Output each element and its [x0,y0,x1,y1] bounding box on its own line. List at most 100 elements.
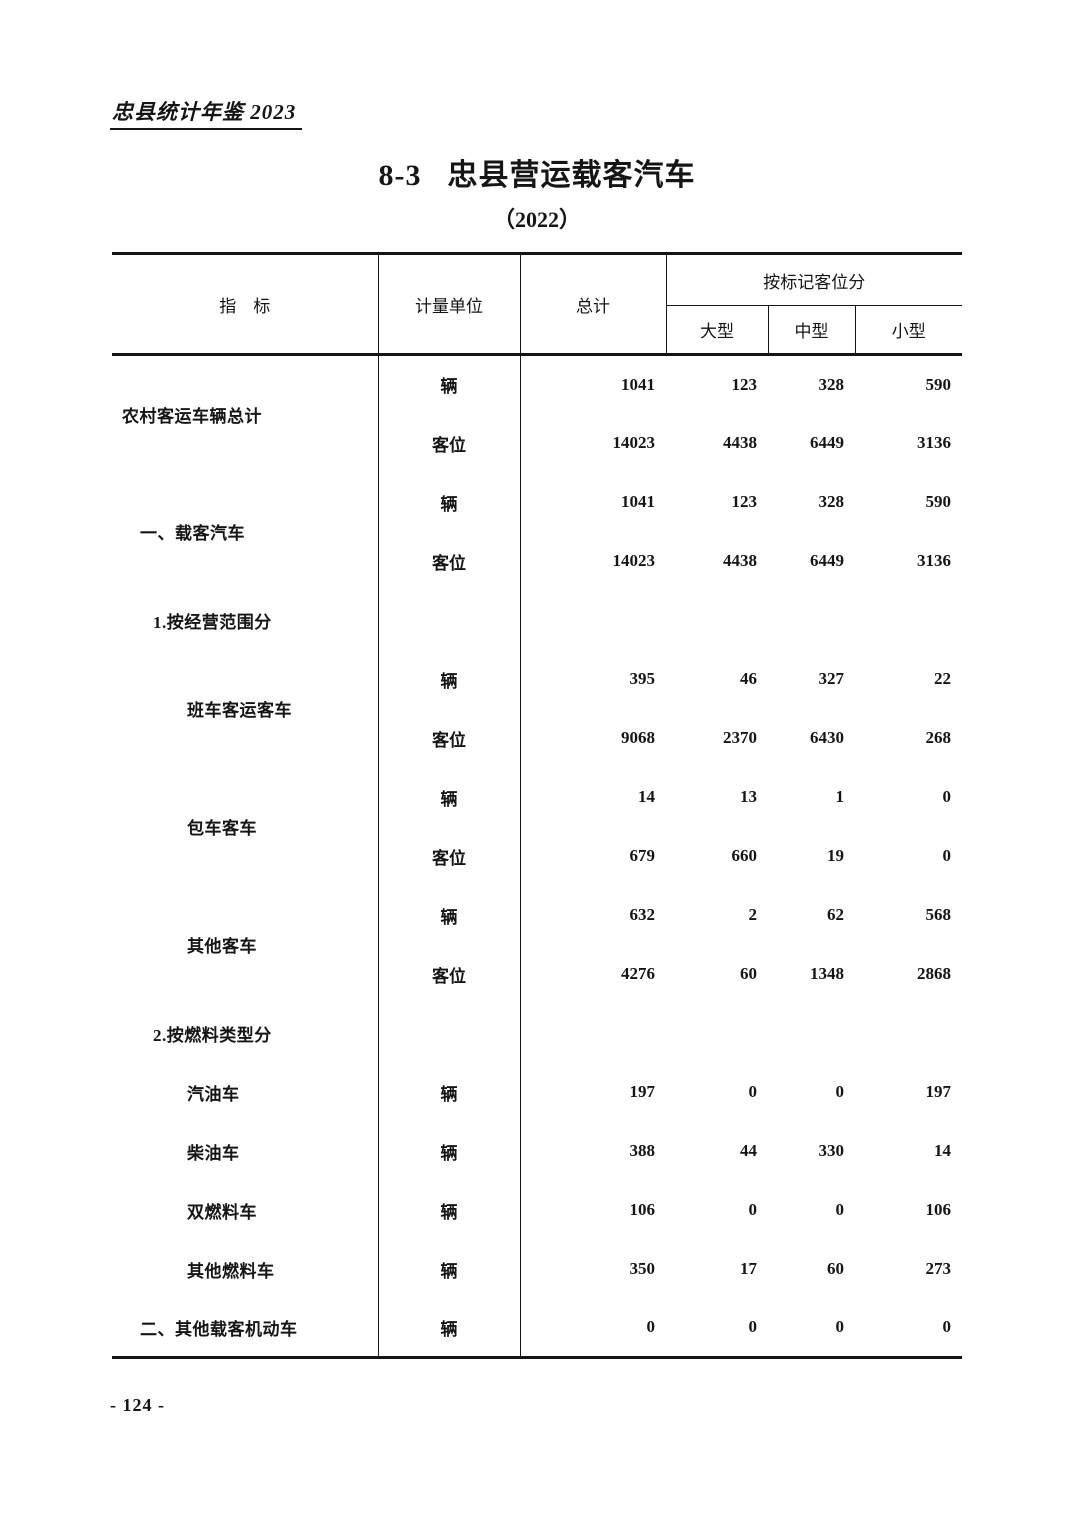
header-unit: 计量单位 [378,253,521,356]
large-cell: 46 [740,669,757,688]
table-row: 其他客车 辆 632 2 62 568 [112,885,962,1004]
medium-cell: 327 [818,669,845,688]
medium-cell: 6449 [810,551,844,570]
total-cell: 106 [629,1200,656,1219]
unit-cell: 辆 [378,1121,521,1181]
medium-cell: 19 [827,846,844,865]
table-row: 二、其他载客机动车 辆 0 0 0 0 [112,1298,962,1358]
large-cell: 4438 [723,433,757,452]
unit-cell: 客位 [378,944,521,1004]
small-cell: 3136 [917,551,952,570]
section-row: 1.按经营范围分 [112,590,962,650]
large-cell: 13 [740,787,757,806]
statistics-table: 指 标 计量单位 总计 按标记客位分 大型 中型 小型 农村客运车辆总计 辆 1… [112,252,963,1359]
medium-cell: 6449 [810,433,844,452]
total-cell: 4276 [621,964,655,983]
small-cell: 106 [925,1200,952,1219]
total-cell: 1041 [621,374,655,394]
table-row: 客位 14023 4438 6449 3136 [112,413,962,473]
table-row: 其他燃料车 辆 350 17 60 273 [112,1239,962,1299]
table-row: 包车客车 辆 14 13 1 0 [112,767,962,886]
medium-cell: 0 [835,1082,845,1101]
small-cell: 14 [934,1141,952,1160]
unit-cell: 辆 [378,1180,521,1240]
table-row: 客位 679 660 19 0 [112,826,962,886]
total-cell: 14023 [612,433,656,452]
medium-cell [768,1004,855,1063]
table-row: 客位 9068 2370 6430 268 [112,708,962,768]
unit-cell: 辆 [378,472,521,532]
unit-cell [378,590,521,650]
small-cell: 0 [942,846,952,865]
large-cell: 123 [731,492,758,511]
medium-cell: 0 [835,1200,845,1219]
table-row: 客位 14023 4438 6449 3136 [112,531,962,591]
unit-cell: 客位 [378,531,521,591]
table-subtitle: （2022） [492,207,581,232]
table-header: 指 标 计量单位 总计 按标记客位分 大型 中型 小型 [112,253,963,356]
indicator-cell: 其他客车 [112,885,379,1004]
unit-cell: 客位 [378,826,521,886]
large-cell: 2 [748,905,758,924]
large-cell: 0 [748,1082,758,1101]
indicator-cell: 其他燃料车 [112,1239,379,1299]
total-cell: 350 [629,1259,656,1278]
yearbook-header: 忠县统计年鉴 2023 [110,96,303,130]
indicator-cell: 1.按经营范围分 [112,590,379,650]
small-cell: 268 [925,728,952,747]
table-row: 班车客运客车 辆 395 46 327 22 [112,649,962,768]
large-cell [666,591,768,650]
total-cell: 197 [629,1082,656,1101]
unit-cell [378,1003,521,1063]
header-row-top: 指 标 计量单位 总计 按标记客位分 [112,253,963,356]
total-cell: 388 [629,1141,656,1160]
small-cell: 0 [942,787,952,806]
indicator-cell: 汽油车 [112,1062,379,1122]
total-cell: 395 [629,669,656,688]
yearbook-header-wrap: 忠县统计年鉴 2023 [0,0,1074,130]
unit-cell: 辆 [378,354,521,414]
page-number: - 124 - [110,1395,165,1415]
indicator-cell: 柴油车 [112,1121,379,1181]
large-cell: 0 [748,1317,758,1337]
large-cell: 44 [740,1141,757,1160]
table-row: 双燃料车 辆 106 0 0 106 [112,1180,962,1240]
header-large: 大型 [666,305,769,356]
large-cell: 17 [740,1259,757,1278]
unit-cell: 辆 [378,649,521,709]
large-cell [666,1004,768,1063]
small-cell: 590 [925,374,952,394]
large-cell: 60 [740,964,757,983]
small-cell: 590 [925,492,952,511]
medium-cell: 1348 [810,964,844,983]
total-cell [520,591,666,650]
indicator-cell: 二、其他载客机动车 [112,1298,379,1358]
table-number: 8-3 [378,159,422,192]
unit-cell: 客位 [378,708,521,768]
medium-cell: 330 [818,1141,845,1160]
header-group: 按标记客位分 [666,253,963,306]
indicator-cell: 包车客车 [112,767,379,886]
total-cell: 0 [646,1317,656,1337]
indicator-cell: 农村客运车辆总计 [112,354,379,473]
table-row: 柴油车 辆 388 44 330 14 [112,1121,962,1181]
large-cell: 4438 [723,551,757,570]
table-row: 一、载客汽车 辆 1041 123 328 590 [112,472,962,591]
total-cell: 14023 [612,551,656,570]
total-cell: 9068 [621,728,655,747]
small-cell: 197 [925,1082,952,1101]
header-row-sub: 大型 中型 小型 [112,305,963,356]
table-row: 农村客运车辆总计 辆 1041 123 328 590 [112,354,962,473]
indicator-cell: 双燃料车 [112,1180,379,1240]
small-cell: 0 [942,1317,952,1337]
total-cell: 1041 [621,492,655,511]
large-cell: 660 [731,846,758,865]
unit-cell: 客位 [378,413,521,473]
table-wrap: 指 标 计量单位 总计 按标记客位分 大型 中型 小型 农村客运车辆总计 辆 1… [112,252,1074,1359]
small-cell: 22 [934,669,952,688]
unit-cell: 辆 [378,1298,521,1358]
medium-cell: 1 [835,787,845,806]
section-row: 2.按燃料类型分 [112,1003,962,1063]
large-cell: 2370 [723,728,757,747]
